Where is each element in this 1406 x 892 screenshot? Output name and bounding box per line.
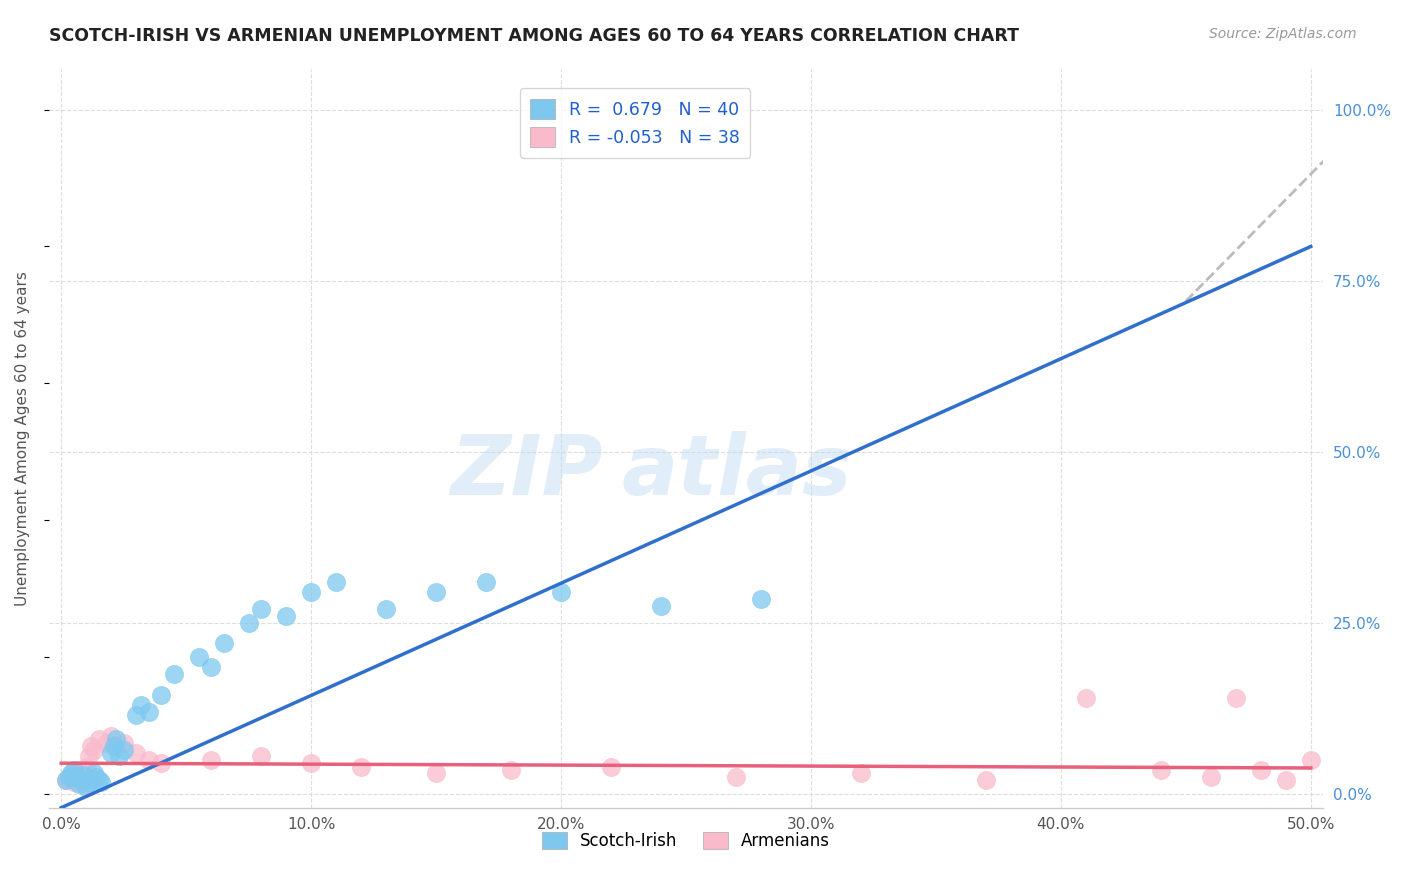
Point [55, 773, 77, 788]
Point [65, 770, 87, 784]
Point [138, 753, 160, 767]
Point [138, 705, 160, 719]
Point [150, 688, 173, 702]
Point [325, 574, 347, 589]
Point [849, 766, 872, 780]
Point [299, 756, 322, 771]
Point [100, 746, 122, 760]
Point [749, 591, 772, 606]
Point [58, 770, 80, 784]
Point [77, 774, 100, 789]
Point [974, 773, 997, 788]
Point [96, 736, 118, 750]
Point [73, 777, 96, 791]
Point [187, 650, 209, 665]
Point [80, 739, 103, 753]
Point [80, 772, 103, 786]
Point [87, 773, 110, 788]
Point [100, 729, 122, 743]
Point [70, 773, 93, 788]
Point [112, 742, 135, 756]
Point [200, 660, 222, 674]
Point [90, 774, 112, 789]
Point [425, 585, 447, 599]
Point [67, 763, 90, 777]
Point [1250, 763, 1272, 777]
Text: atlas: atlas [621, 431, 852, 512]
Point [60, 772, 83, 786]
Point [60, 766, 83, 780]
Point [163, 667, 186, 681]
Point [299, 585, 322, 599]
Point [250, 749, 273, 764]
Y-axis label: Unemployment Among Ages 60 to 64 years: Unemployment Among Ages 60 to 64 years [15, 270, 30, 606]
Point [724, 770, 747, 784]
Point [350, 759, 373, 773]
Point [1074, 691, 1097, 706]
Point [212, 636, 235, 650]
Point [1225, 691, 1247, 706]
Point [87, 732, 110, 747]
Point [425, 766, 447, 780]
Point [1150, 763, 1173, 777]
Point [150, 756, 173, 771]
Point [105, 739, 128, 753]
Point [1199, 770, 1222, 784]
Point [58, 770, 80, 784]
Text: SCOTCH-IRISH VS ARMENIAN UNEMPLOYMENT AMONG AGES 60 TO 64 YEARS CORRELATION CHAR: SCOTCH-IRISH VS ARMENIAN UNEMPLOYMENT AM… [49, 27, 1019, 45]
Point [55, 773, 77, 788]
Point [84, 770, 107, 784]
Text: ZIP: ZIP [450, 431, 603, 512]
Point [65, 766, 87, 780]
Point [1299, 753, 1322, 767]
Point [125, 708, 148, 723]
Point [103, 739, 125, 753]
Point [70, 768, 93, 782]
Point [129, 698, 152, 712]
Text: Source: ZipAtlas.com: Source: ZipAtlas.com [1209, 27, 1357, 41]
Point [67, 777, 90, 791]
Point [238, 615, 260, 630]
Point [62, 774, 84, 789]
Point [1324, 759, 1347, 773]
Point [250, 602, 273, 616]
Point [600, 759, 623, 773]
Point [650, 599, 672, 613]
Point [62, 763, 84, 777]
Point [499, 763, 522, 777]
Point [276, 609, 298, 624]
Point [550, 585, 572, 599]
Point [1275, 773, 1298, 788]
Legend: R =  0.679   N = 40, R = -0.053   N = 38: R = 0.679 N = 40, R = -0.053 N = 38 [520, 88, 749, 158]
Point [475, 574, 498, 589]
Point [107, 749, 129, 764]
Point [83, 766, 105, 780]
Point [125, 746, 148, 760]
Point [73, 768, 96, 782]
Point [83, 742, 105, 756]
Point [77, 749, 100, 764]
Point [112, 736, 135, 750]
Point [200, 753, 222, 767]
Point [105, 732, 128, 747]
Point [375, 602, 398, 616]
Point [75, 759, 97, 773]
Point [75, 780, 97, 794]
